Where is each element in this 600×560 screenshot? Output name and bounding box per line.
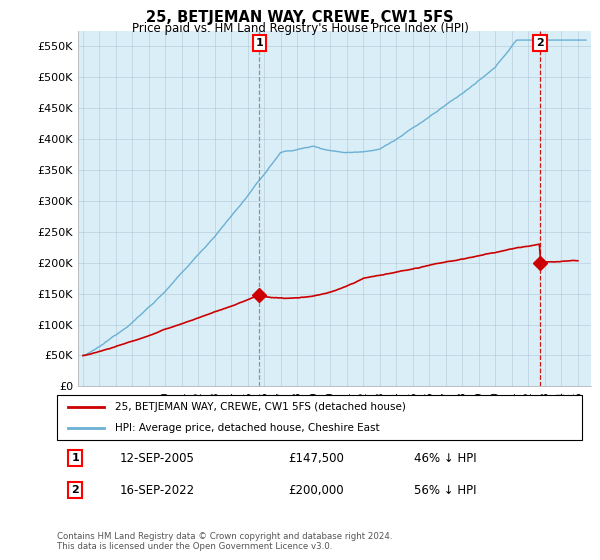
Text: 2: 2 [71,485,79,495]
Text: £200,000: £200,000 [288,484,344,497]
Text: 56% ↓ HPI: 56% ↓ HPI [414,484,476,497]
Text: 25, BETJEMAN WAY, CREWE, CW1 5FS (detached house): 25, BETJEMAN WAY, CREWE, CW1 5FS (detach… [115,402,406,412]
FancyBboxPatch shape [57,395,582,440]
Text: Contains HM Land Registry data © Crown copyright and database right 2024.
This d: Contains HM Land Registry data © Crown c… [57,532,392,552]
Text: HPI: Average price, detached house, Cheshire East: HPI: Average price, detached house, Ches… [115,422,379,432]
Text: 16-SEP-2022: 16-SEP-2022 [120,484,195,497]
Text: 1: 1 [71,453,79,463]
Text: 1: 1 [256,38,263,48]
Text: 25, BETJEMAN WAY, CREWE, CW1 5FS: 25, BETJEMAN WAY, CREWE, CW1 5FS [146,10,454,25]
Text: Price paid vs. HM Land Registry's House Price Index (HPI): Price paid vs. HM Land Registry's House … [131,22,469,35]
Text: £147,500: £147,500 [288,451,344,465]
Text: 12-SEP-2005: 12-SEP-2005 [120,451,195,465]
Text: 2: 2 [536,38,544,48]
Text: 46% ↓ HPI: 46% ↓ HPI [414,451,476,465]
